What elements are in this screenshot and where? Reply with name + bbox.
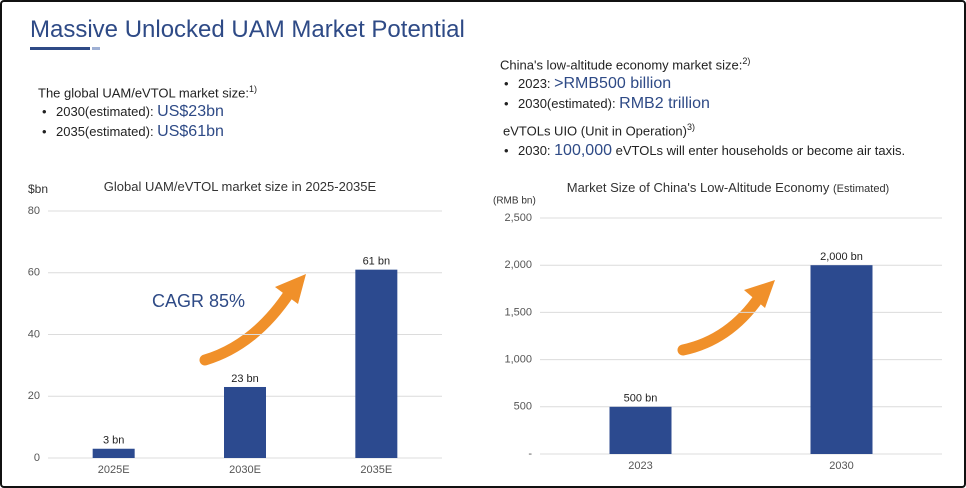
footnote-ref: 3) [687, 122, 696, 133]
x-tick-label: 2030E [229, 464, 261, 476]
chart-title: Global UAM/eVTOL market size in 2025-203… [104, 179, 377, 194]
bullet-value: 100,000 [554, 141, 612, 159]
bullet-label: 2030(estimated): [518, 96, 620, 112]
heading: eVTOLs UIO (Unit in Operation)3) [503, 122, 905, 138]
x-tick-label: 2023 [628, 460, 652, 472]
bar [810, 265, 873, 454]
value-label: 2,000 bn [820, 251, 863, 263]
y-tick-label: 1,500 [504, 306, 532, 318]
right-text: China's low-altitude economy market size… [500, 56, 905, 161]
bar [92, 448, 135, 458]
heading-text: China's low-altitude economy market size… [500, 57, 743, 73]
bullet-label: 2023: [518, 76, 555, 92]
arrow-head [275, 274, 306, 304]
value-label: 500 bn [624, 393, 658, 405]
value-label: 23 bn [231, 373, 259, 385]
footnote-ref: 1) [248, 84, 257, 94]
bullet-label: 2030: [518, 142, 555, 158]
y-axis-label: (RMB bn) [493, 196, 536, 207]
heading: China's low-altitude economy market size… [500, 56, 905, 72]
y-tick-label: 20 [28, 390, 40, 402]
bullet-rest: eVTOLs will enter households or become a… [612, 142, 906, 158]
heading: The global UAM/eVTOL market size:1) [38, 84, 257, 100]
footnote-ref: 2) [742, 56, 751, 66]
y-tick-label: 40 [28, 328, 40, 340]
growth-arrow [199, 274, 306, 366]
chart-title: Market Size of China's Low-Altitude Econ… [567, 180, 889, 195]
heading-text: eVTOLs UIO (Unit in Operation) [503, 123, 687, 139]
y-tick-label: 1,000 [504, 354, 532, 366]
y-axis-label: $bn [28, 182, 48, 196]
y-tick-label: 2,000 [504, 259, 532, 271]
title-underline [30, 47, 90, 50]
y-tick-label: 80 [28, 205, 40, 217]
x-tick-label: 2035E [360, 464, 392, 476]
y-tick-label: 500 [514, 401, 532, 413]
y-tick-label: - [528, 448, 532, 460]
left-text: The global UAM/eVTOL market size:1) 2030… [38, 84, 257, 142]
bullet-value: US$23bn [157, 103, 224, 121]
annotation: CAGR 85% [152, 291, 245, 311]
bullet-value: US$61bn [157, 123, 224, 141]
growth-arrow [677, 280, 775, 356]
y-tick-label: 2,500 [504, 212, 532, 224]
title-underline-accent [92, 47, 100, 50]
value-label: 3 bn [103, 435, 124, 447]
bullet-list: 2023: >RMB500 billion 2030(estimated): R… [500, 74, 905, 114]
bar [355, 269, 398, 458]
bar [609, 406, 672, 454]
chart-title-text: Global UAM/eVTOL market size in 2025-203… [104, 179, 377, 194]
y-tick-label: 60 [28, 267, 40, 279]
bullet: 2030(estimated): US$23bn [42, 102, 257, 122]
arrow-shaft [199, 286, 296, 366]
bullet: 2023: >RMB500 billion [504, 74, 905, 94]
x-tick-label: 2030 [829, 460, 853, 472]
value-label: 61 bn [363, 256, 391, 268]
bullet-list: 2030: 100,000 eVTOLs will enter househol… [500, 141, 905, 161]
bullet-label: 2030(estimated): [56, 104, 158, 120]
x-tick-label: 2025E [98, 464, 130, 476]
bullet-value: RMB2 trillion [619, 95, 710, 113]
chart-title-text: Market Size of China's Low-Altitude Econ… [567, 180, 830, 195]
bullet: 2030(estimated): RMB2 trillion [504, 94, 905, 114]
title: Massive Unlocked UAM Market Potential [30, 16, 465, 43]
y-tick-label: 0 [34, 452, 40, 464]
bullet-list: 2030(estimated): US$23bn 2035(estimated)… [38, 102, 257, 142]
bullet-label: 2035(estimated): [56, 124, 158, 140]
arrow-head [744, 280, 775, 308]
heading-text: The global UAM/eVTOL market size: [38, 85, 249, 101]
bullet: 2035(estimated): US$61bn [42, 122, 257, 142]
arrow-shaft [677, 290, 766, 356]
bullet-value: >RMB500 billion [554, 75, 672, 93]
bar [224, 386, 266, 458]
bullet: 2030: 100,000 eVTOLs will enter househol… [504, 141, 906, 161]
chart-subtitle: (Estimated) [833, 183, 889, 195]
